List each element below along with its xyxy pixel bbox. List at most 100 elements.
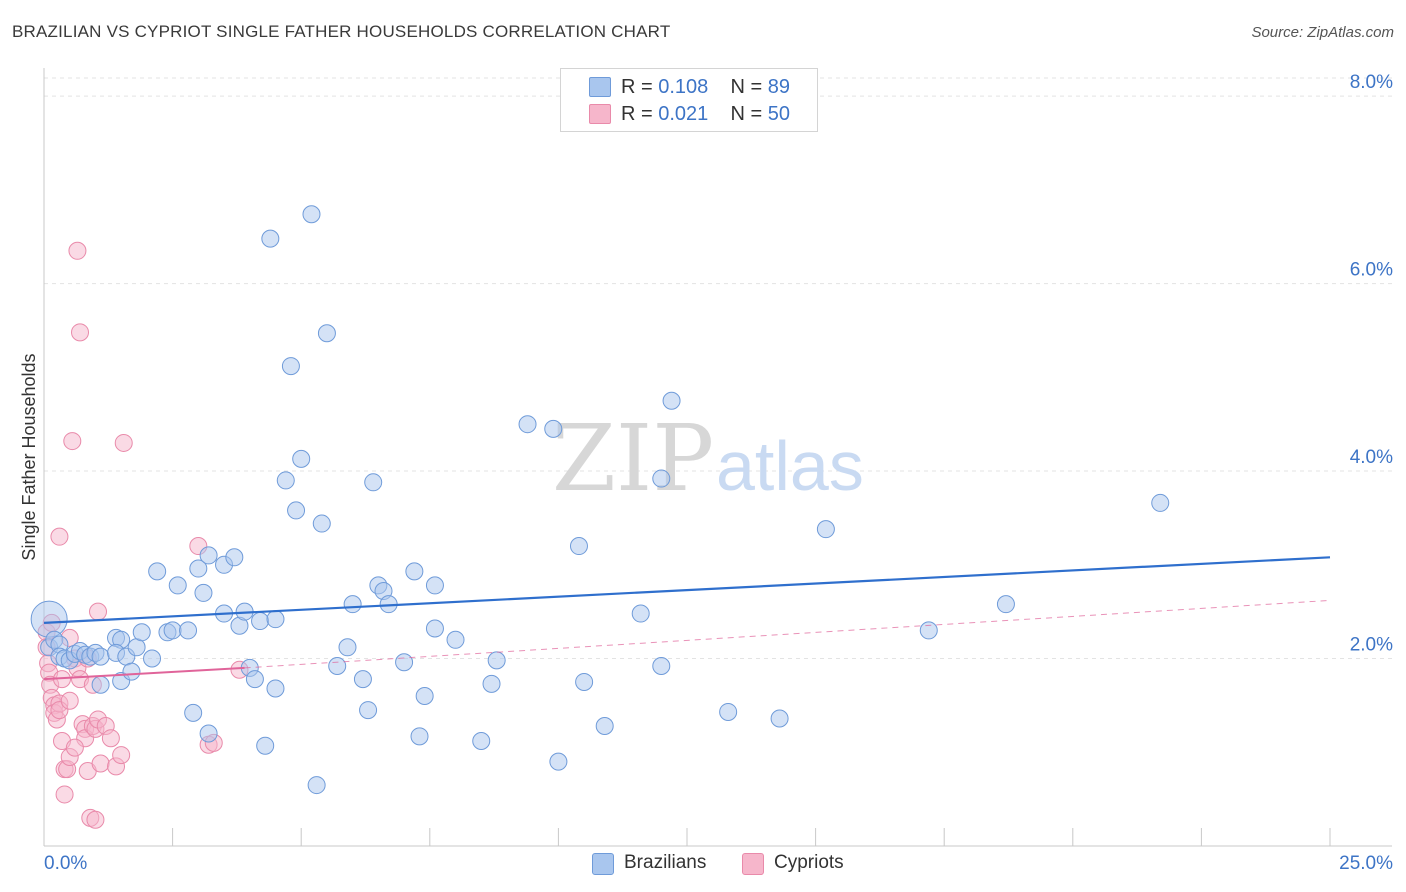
brazilian-point[interactable] <box>194 583 213 602</box>
brazilian-point[interactable] <box>251 612 270 631</box>
brazilian-point[interactable] <box>163 621 182 640</box>
x-tick-label-min: 0.0% <box>44 853 87 874</box>
brazilian-point[interactable] <box>395 653 414 672</box>
brazilian-point[interactable] <box>199 546 218 565</box>
brazilian-point[interactable] <box>359 701 378 720</box>
series-brazilians <box>30 205 1170 795</box>
brazilian-point[interactable] <box>199 724 218 743</box>
brazilian-point[interactable] <box>317 324 336 343</box>
brazilian-point[interactable] <box>122 662 141 681</box>
legend-n-label: N = <box>730 103 763 125</box>
cypriot-point[interactable] <box>91 754 110 773</box>
y-tick-label: 2.0% <box>1350 635 1393 656</box>
legend-r-value-brazilians: 0.108 <box>658 76 709 98</box>
brazilian-point[interactable] <box>364 473 383 492</box>
legend-r-label: R = <box>621 103 653 125</box>
brazilian-point[interactable] <box>446 630 465 649</box>
brazilian-point[interactable] <box>1151 493 1170 512</box>
brazilian-point[interactable] <box>996 595 1015 614</box>
cypriot-point[interactable] <box>101 729 120 748</box>
watermark-zip: ZIP <box>552 405 714 512</box>
brazilian-point[interactable] <box>549 752 568 771</box>
cypriot-point[interactable] <box>114 433 133 452</box>
brazilian-point[interactable] <box>168 576 187 595</box>
bottom-legend-label-brazilians: Brazilians <box>624 852 707 873</box>
legend-r-label: R = <box>621 76 653 98</box>
brazilian-point[interactable] <box>261 229 280 248</box>
brazilian-point[interactable] <box>266 610 285 629</box>
brazilian-point[interactable] <box>143 649 162 668</box>
cypriot-point[interactable] <box>63 432 82 451</box>
brazilian-point[interactable] <box>719 702 738 721</box>
brazilian-point[interactable] <box>276 471 295 490</box>
brazilian-point[interactable] <box>595 717 614 736</box>
brazilian-point[interactable] <box>569 537 588 556</box>
cypriot-point[interactable] <box>60 691 79 710</box>
brazilian-point[interactable] <box>189 559 208 578</box>
brazilian-point[interactable] <box>338 638 357 657</box>
y-tick-label: 6.0% <box>1350 260 1393 281</box>
bottom-legend-swatch-brazilians <box>592 853 614 875</box>
brazilian-point[interactable] <box>518 415 537 434</box>
cypriot-point[interactable] <box>68 241 87 260</box>
brazilian-point[interactable] <box>148 562 167 581</box>
brazilian-point[interactable] <box>652 657 671 676</box>
brazilian-point[interactable] <box>482 674 501 693</box>
brazilian-point[interactable] <box>328 657 347 676</box>
brazilian-point[interactable] <box>544 419 563 438</box>
brazilian-point[interactable] <box>292 449 311 468</box>
brazilian-point[interactable] <box>312 514 331 533</box>
brazilian-point[interactable] <box>343 595 362 614</box>
brazilian-point[interactable] <box>225 548 244 567</box>
trend-line-cypriots-dashed <box>244 599 1331 669</box>
y-axis-label: Single Father Households <box>19 353 39 560</box>
brazilian-point[interactable] <box>91 675 110 694</box>
brazilian-point[interactable] <box>487 651 506 670</box>
brazilian-point[interactable] <box>184 703 203 722</box>
brazilian-point[interactable] <box>307 776 326 795</box>
brazilian-point[interactable] <box>770 709 789 728</box>
source-credit: Source: ZipAtlas.com <box>1251 24 1394 41</box>
brazilian-point[interactable] <box>662 391 681 410</box>
trend-line-cypriots <box>43 666 245 681</box>
brazilian-point[interactable] <box>405 562 424 581</box>
cypriot-point[interactable] <box>65 738 84 757</box>
brazilian-point[interactable] <box>256 736 275 755</box>
cypriot-point[interactable] <box>71 323 90 342</box>
y-tick-labels: 2.0% 4.0% 6.0% 8.0% <box>1350 72 1393 655</box>
cypriot-point[interactable] <box>89 602 108 621</box>
brazilian-point[interactable] <box>127 638 146 657</box>
brazilian-point[interactable] <box>816 520 835 539</box>
legend-swatch-cypriots <box>589 104 611 124</box>
brazilian-point[interactable] <box>266 679 285 698</box>
brazilian-point[interactable] <box>415 687 434 706</box>
cypriot-point[interactable] <box>86 810 105 829</box>
brazilian-point[interactable] <box>425 619 444 638</box>
brazilian-point[interactable] <box>652 469 671 488</box>
trend-lines <box>43 556 1331 681</box>
brazilian-point[interactable] <box>410 727 429 746</box>
brazilian-point[interactable] <box>575 672 594 691</box>
trend-line-brazilians <box>43 556 1331 625</box>
legend-n-value-cypriots: 50 <box>767 103 791 125</box>
axes <box>43 68 1392 847</box>
brazilian-point[interactable] <box>281 357 300 376</box>
brazilian-point[interactable] <box>132 623 151 642</box>
cypriot-point[interactable] <box>55 785 74 804</box>
brazilian-point[interactable] <box>631 604 650 623</box>
cypriot-point[interactable] <box>112 746 131 765</box>
brazilian-point[interactable] <box>353 670 372 689</box>
brazilian-point[interactable] <box>472 732 491 751</box>
legend-n-label: N = <box>730 76 763 98</box>
cypriot-point[interactable] <box>50 527 69 546</box>
brazilian-point[interactable] <box>287 501 306 520</box>
brazilian-point[interactable] <box>919 621 938 640</box>
brazilian-point[interactable] <box>30 600 68 638</box>
brazilian-point[interactable] <box>425 576 444 595</box>
brazilian-point[interactable] <box>302 205 321 224</box>
legend-n-value-brazilians: 89 <box>767 76 791 98</box>
brazilian-point[interactable] <box>245 670 264 689</box>
brazilian-point[interactable] <box>91 647 110 666</box>
brazilian-point[interactable] <box>179 621 198 640</box>
